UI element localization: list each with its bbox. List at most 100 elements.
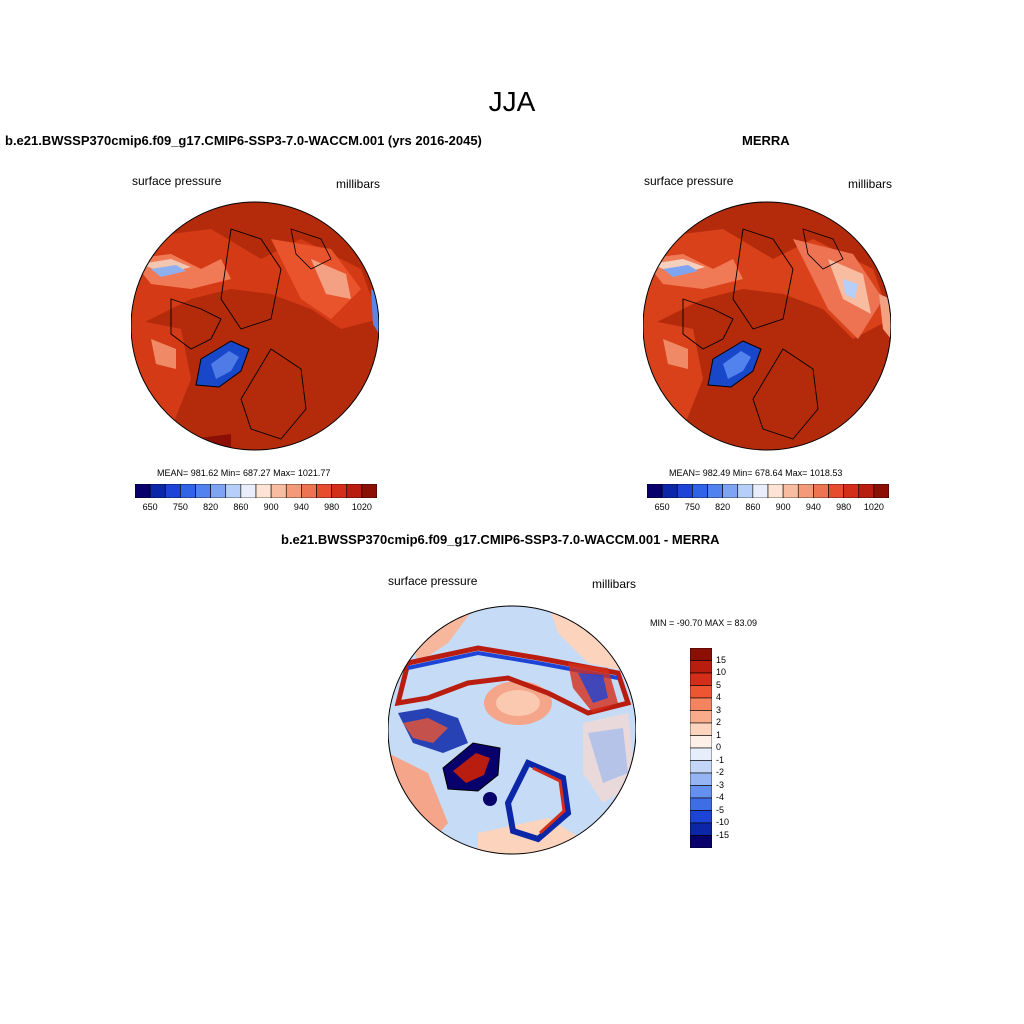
colorbar-swatch (255, 484, 272, 498)
panel-1-stats: MEAN= 981.62 Min= 687.27 Max= 1021.77 (157, 468, 331, 478)
colorbar-swatch (149, 484, 166, 498)
colorbar-swatch (873, 484, 889, 498)
colorbar-tick-label: 650 (142, 502, 158, 512)
colorbar-tick-label: 820 (715, 502, 731, 512)
colorbar-tick-label: 5 (716, 679, 722, 690)
colorbar-tick-label: 940 (293, 502, 309, 512)
colorbar-swatch (346, 484, 363, 498)
colorbar-swatch (690, 710, 712, 724)
colorbar-tick-label: 980 (836, 502, 852, 512)
panel-3-title: b.e21.BWSSP370cmip6.f09_g17.CMIP6-SSP3-7… (281, 532, 720, 547)
panel-1-colorbar-labels: 650 750 820 860 900 940 980 1020 (135, 502, 377, 514)
colorbar-swatch (180, 484, 196, 498)
colorbar-swatch (690, 660, 712, 674)
colorbar-swatch (707, 484, 723, 498)
panel-2-stats: MEAN= 982.49 Min= 678.64 Max= 1018.53 (669, 468, 843, 478)
colorbar-swatch (828, 484, 844, 498)
colorbar-tick-label: 1 (716, 729, 722, 740)
panel-1-variable-label: surface pressure (132, 174, 222, 188)
panel-2-colorbar-labels: 650 750 820 860 900 940 980 1020 (647, 502, 889, 514)
colorbar-tick-label: 900 (263, 502, 279, 512)
colorbar-swatch (843, 484, 860, 498)
panel-3-polar-map (388, 605, 636, 855)
panel-1-polar-map (131, 201, 379, 451)
panel-3-colorbar-labels: 15 10 5 4 3 2 1 0 -1 -2 -3 -4 -5 -10 -15 (716, 648, 756, 848)
panel-2-variable-label: surface pressure (644, 174, 734, 188)
colorbar-swatch (647, 484, 663, 498)
colorbar-tick-label: 980 (324, 502, 340, 512)
colorbar-swatch (797, 484, 814, 498)
panel-3-variable-label: surface pressure (388, 574, 478, 588)
colorbar-tick-label: -10 (716, 817, 730, 827)
colorbar-swatch (195, 484, 211, 498)
colorbar-tick-label: 750 (684, 502, 700, 512)
panel-3-stats: MIN = -90.70 MAX = 83.09 (650, 618, 758, 628)
colorbar-swatch (752, 484, 769, 498)
page-title: JJA (488, 86, 536, 117)
panel-3-units-label: millibars (592, 577, 637, 591)
colorbar-swatch (135, 484, 151, 498)
colorbar-swatch (225, 484, 242, 498)
panel-3-colorbar (690, 648, 712, 848)
colorbar-swatch (210, 484, 227, 498)
colorbar-tick-label: 940 (805, 502, 821, 512)
colorbar-tick-label: 15 (716, 654, 727, 665)
colorbar-tick-label: 900 (775, 502, 791, 512)
panel-1-title: b.e21.BWSSP370cmip6.f09_g17.CMIP6-SSP3-7… (5, 133, 482, 148)
colorbar-swatch (661, 484, 678, 498)
colorbar-swatch (690, 722, 712, 736)
colorbar-tick-label: -15 (716, 829, 730, 840)
colorbar-swatch (690, 648, 712, 661)
colorbar-swatch (361, 484, 377, 498)
colorbar-tick-label: 860 (233, 502, 249, 512)
colorbar-swatch (690, 822, 712, 836)
colorbar-swatch (676, 484, 693, 498)
colorbar-swatch (722, 484, 739, 498)
colorbar-swatch (690, 685, 712, 699)
colorbar-swatch (240, 484, 257, 498)
colorbar-swatch (858, 484, 875, 498)
colorbar-tick-label: 3 (716, 704, 722, 715)
colorbar-swatch (782, 484, 799, 498)
colorbar-swatch (270, 484, 287, 498)
colorbar-swatch (692, 484, 708, 498)
colorbar-tick-label: -3 (716, 779, 725, 790)
colorbar-swatch (301, 484, 317, 498)
panel-2-colorbar (647, 484, 889, 498)
colorbar-swatch (690, 697, 712, 711)
colorbar-swatch (690, 735, 712, 749)
colorbar-swatch (690, 810, 712, 824)
colorbar-tick-label: -2 (716, 767, 725, 777)
colorbar-tick-label: 650 (654, 502, 670, 512)
colorbar-swatch (690, 835, 712, 848)
panel-1-colorbar (135, 484, 377, 498)
colorbar-tick-label: 10 (716, 667, 727, 677)
colorbar-swatch (767, 484, 784, 498)
panel-2-polar-map (643, 201, 891, 451)
colorbar-swatch (690, 760, 712, 774)
colorbar-swatch (316, 484, 332, 498)
colorbar-swatch (285, 484, 302, 498)
colorbar-swatch (690, 797, 712, 811)
panel-2-title: MERRA (742, 133, 790, 148)
colorbar-tick-label: -4 (716, 792, 725, 802)
panel-2-units-label: millibars (848, 177, 893, 191)
colorbar-tick-label: 2 (716, 717, 722, 727)
colorbar-tick-label: 820 (203, 502, 219, 512)
colorbar-tick-label: 860 (745, 502, 761, 512)
colorbar-swatch (690, 747, 712, 761)
colorbar-tick-label: 1020 (863, 502, 884, 512)
panel-1-units-label: millibars (336, 177, 381, 191)
colorbar-tick-label: -1 (716, 754, 725, 765)
colorbar-swatch (164, 484, 181, 498)
colorbar-swatch (331, 484, 348, 498)
colorbar-tick-label: 1020 (351, 502, 372, 512)
colorbar-tick-label: -5 (716, 804, 725, 815)
colorbar-tick-label: 4 (716, 692, 722, 702)
colorbar-swatch (690, 785, 712, 799)
colorbar-tick-label: 0 (716, 742, 722, 752)
colorbar-swatch (813, 484, 829, 498)
colorbar-swatch (690, 672, 712, 686)
colorbar-swatch (737, 484, 754, 498)
colorbar-tick-label: 750 (172, 502, 188, 512)
